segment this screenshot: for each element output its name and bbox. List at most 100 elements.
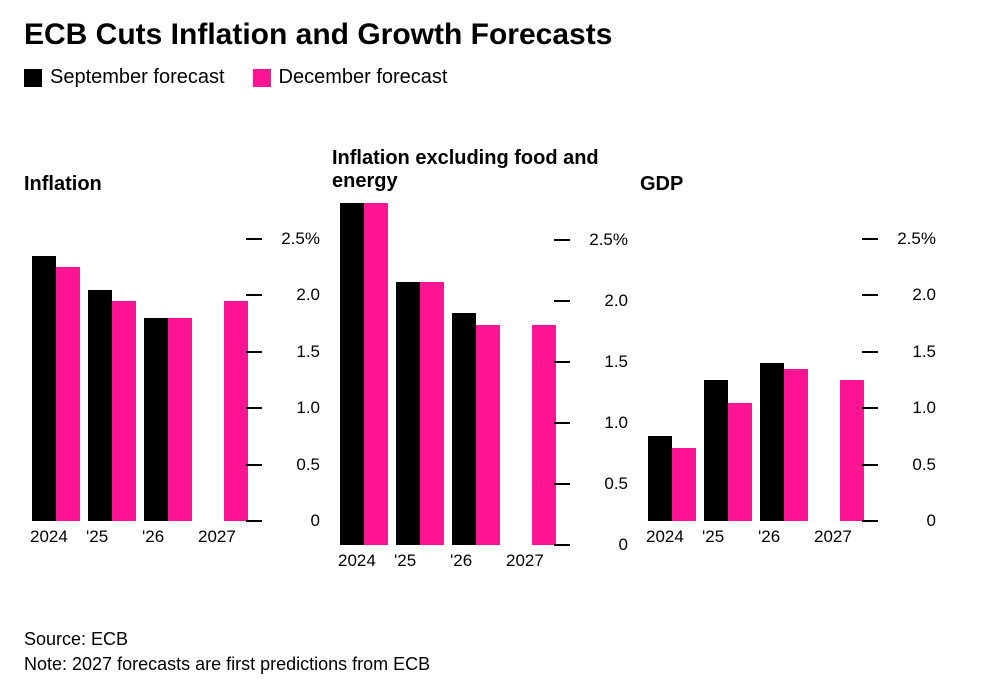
year-group [644,436,700,521]
x-label: '25 [700,527,756,547]
bar-september [452,313,476,545]
ytick-label: 0 [619,535,628,555]
x-label: '26 [140,527,196,547]
ytick-mark [246,520,262,522]
bar-december [784,369,808,521]
ytick-mark [862,464,878,466]
x-axis-labels: 2024'25'262027 [640,521,872,547]
year-group [756,363,812,521]
x-label: 2027 [196,527,252,547]
ytick-label: 2.0 [912,285,936,305]
year-group [196,301,252,521]
panel-2: GDP 0 0.5 1.0 1.5 2.0 2.5% 2024'25'262027 [640,173,936,547]
x-axis-labels: 2024'25'262027 [332,545,564,571]
ytick-label: 1.5 [604,352,628,372]
ytick-label: 2.5% [281,229,320,249]
year-group [448,313,504,545]
ytick-label: 0.5 [296,455,320,475]
ytick-mark [862,294,878,296]
legend-label-september: September forecast [50,66,225,89]
ytick-label: 0.5 [604,474,628,494]
legend-swatch-december [253,69,271,87]
plot-area [640,205,872,521]
bar-december [56,267,80,521]
year-group [700,380,756,521]
plot-area [332,203,564,545]
year-group [812,380,868,521]
bar-december [532,325,556,545]
ytick-mark [554,483,570,485]
year-group [140,318,196,521]
year-group [392,282,448,545]
ytick-mark [554,239,570,241]
bar-december [476,325,500,545]
ytick-label: 1.5 [296,342,320,362]
panel-title: GDP [640,173,930,197]
legend-label-december: December forecast [279,66,448,89]
x-label: 2024 [644,527,700,547]
bar-september [648,436,672,521]
x-axis-labels: 2024'25'262027 [24,521,256,547]
ytick-label: 0 [927,511,936,531]
ytick-label: 1.5 [912,342,936,362]
ytick-label: 2.5% [897,229,936,249]
x-label: '26 [448,551,504,571]
x-label: 2024 [336,551,392,571]
legend-swatch-september [24,69,42,87]
bar-september [340,203,364,545]
ytick-mark [554,361,570,363]
y-axis: 00.51.01.52.02.5% [570,203,628,545]
y-axis: 00.51.01.52.02.5% [878,205,936,521]
x-label: '25 [84,527,140,547]
ytick-label: 2.0 [604,291,628,311]
bar-december [224,301,248,521]
ytick-mark [862,407,878,409]
ytick-mark [554,300,570,302]
ytick-mark [246,351,262,353]
footer-source: Source: ECB [24,627,430,652]
x-label: '26 [756,527,812,547]
x-label: 2024 [28,527,84,547]
plot-area [24,205,256,521]
bar-december [420,282,444,545]
legend-item-december: December forecast [253,66,448,89]
panels-row: Inflation00.51.01.52.02.5%2024'25'262027… [24,121,959,571]
year-group [84,290,140,521]
y-axis: 00.51.01.52.02.5% [262,205,320,521]
ytick-mark [862,238,878,240]
bar-september [704,380,728,521]
year-group [504,325,560,545]
ytick-mark [862,351,878,353]
panel-1: Inflation excluding food and energy 0 0.5 1… [332,147,628,571]
ytick-label: 2.5% [589,230,628,250]
legend-item-september: September forecast [24,66,225,89]
bar-december [168,318,192,521]
ytick-label: 1.0 [604,413,628,433]
year-group [28,256,84,521]
ytick-label: 1.0 [296,398,320,418]
panel-title: Inflation [24,173,314,197]
footer: Source: ECB Note: 2027 forecasts are fir… [24,627,430,677]
x-label: 2027 [812,527,868,547]
year-group [336,203,392,545]
bar-december [364,203,388,545]
bar-september [396,282,420,545]
x-label: '25 [392,551,448,571]
ytick-mark [246,294,262,296]
ytick-label: 0 [311,511,320,531]
ytick-label: 1.0 [912,398,936,418]
x-label: 2027 [504,551,560,571]
page-title: ECB Cuts Inflation and Growth Forecasts [24,18,959,52]
ytick-mark [554,544,570,546]
ytick-label: 2.0 [296,285,320,305]
bar-december [840,380,864,521]
ytick-mark [246,238,262,240]
bar-september [32,256,56,521]
panel-title: Inflation excluding food and energy [332,147,622,195]
bar-september [144,318,168,521]
legend: September forecast December forecast [24,66,959,89]
ytick-label: 0.5 [912,455,936,475]
ytick-mark [246,407,262,409]
panel-0: Inflation 0 0.5 1.0 1.5 2.0 2.5% 2024'25'262027 [24,173,320,547]
ytick-mark [246,464,262,466]
